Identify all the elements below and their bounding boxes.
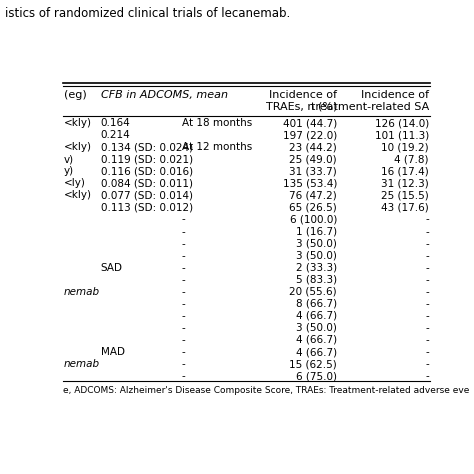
- Text: -: -: [182, 275, 185, 285]
- Text: 401 (44.7): 401 (44.7): [283, 118, 337, 128]
- Text: -: -: [425, 347, 429, 357]
- Text: <kly): <kly): [64, 191, 92, 201]
- Text: 4 (7.8): 4 (7.8): [394, 155, 429, 164]
- Text: -: -: [182, 215, 185, 225]
- Text: 0.077 (SD: 0.014): 0.077 (SD: 0.014): [101, 191, 193, 201]
- Text: 2 (33.3): 2 (33.3): [296, 263, 337, 273]
- Text: y): y): [64, 166, 74, 176]
- Text: 20 (55.6): 20 (55.6): [289, 287, 337, 297]
- Text: 0.084 (SD: 0.011): 0.084 (SD: 0.011): [101, 178, 193, 189]
- Text: 4 (66.7): 4 (66.7): [296, 311, 337, 321]
- Text: <kly): <kly): [64, 142, 92, 152]
- Text: -: -: [182, 323, 185, 333]
- Text: -: -: [182, 335, 185, 345]
- Text: <kly): <kly): [64, 118, 92, 128]
- Text: 0.134 (SD: 0.024): 0.134 (SD: 0.024): [101, 142, 193, 152]
- Text: -: -: [425, 359, 429, 369]
- Text: 0.214: 0.214: [101, 130, 130, 140]
- Text: <ly): <ly): [64, 178, 86, 189]
- Text: -: -: [425, 287, 429, 297]
- Text: 3 (50.0): 3 (50.0): [296, 238, 337, 249]
- Text: -: -: [425, 238, 429, 249]
- Text: 101 (11.3): 101 (11.3): [374, 130, 429, 140]
- Text: -: -: [425, 299, 429, 309]
- Text: At 18 months: At 18 months: [182, 118, 252, 128]
- Text: -: -: [182, 263, 185, 273]
- Text: 16 (17.4): 16 (17.4): [381, 166, 429, 176]
- Text: -: -: [425, 275, 429, 285]
- Text: nemab: nemab: [64, 359, 100, 369]
- Text: 4 (66.7): 4 (66.7): [296, 335, 337, 345]
- Text: -: -: [182, 238, 185, 249]
- Text: -: -: [182, 347, 185, 357]
- Text: -: -: [425, 263, 429, 273]
- Text: 23 (44.2): 23 (44.2): [289, 142, 337, 152]
- Text: -: -: [182, 359, 185, 369]
- Text: -: -: [425, 311, 429, 321]
- Text: e, ADCOMS: Alzheimer's Disease Composite Score, TRAEs: Treatment-related adverse: e, ADCOMS: Alzheimer's Disease Composite…: [63, 386, 469, 395]
- Text: 6 (75.0): 6 (75.0): [296, 371, 337, 381]
- Text: 135 (53.4): 135 (53.4): [283, 178, 337, 189]
- Text: 197 (22.0): 197 (22.0): [283, 130, 337, 140]
- Text: 65 (26.5): 65 (26.5): [289, 202, 337, 212]
- Text: 4 (66.7): 4 (66.7): [296, 347, 337, 357]
- Text: 10 (19.2): 10 (19.2): [381, 142, 429, 152]
- Text: 8 (66.7): 8 (66.7): [296, 299, 337, 309]
- Text: -: -: [425, 227, 429, 237]
- Text: 31 (33.7): 31 (33.7): [289, 166, 337, 176]
- Text: istics of randomized clinical trials of lecanemab.: istics of randomized clinical trials of …: [5, 7, 290, 20]
- Text: -: -: [425, 251, 429, 261]
- Text: 0.113 (SD: 0.012): 0.113 (SD: 0.012): [101, 202, 193, 212]
- Text: 3 (50.0): 3 (50.0): [296, 323, 337, 333]
- Text: 3 (50.0): 3 (50.0): [296, 251, 337, 261]
- Text: CFB in ADCOMS, mean: CFB in ADCOMS, mean: [101, 90, 228, 100]
- Text: -: -: [182, 299, 185, 309]
- Text: 43 (17.6): 43 (17.6): [381, 202, 429, 212]
- Text: -: -: [182, 287, 185, 297]
- Text: 5 (83.3): 5 (83.3): [296, 275, 337, 285]
- Text: 1 (16.7): 1 (16.7): [296, 227, 337, 237]
- Text: -: -: [425, 371, 429, 381]
- Text: -: -: [425, 335, 429, 345]
- Text: MAD: MAD: [101, 347, 125, 357]
- Text: -: -: [182, 371, 185, 381]
- Text: 0.119 (SD: 0.021): 0.119 (SD: 0.021): [101, 155, 193, 164]
- Text: 6 (100.0): 6 (100.0): [290, 215, 337, 225]
- Text: Incidence of
treatment-related SA: Incidence of treatment-related SA: [310, 90, 429, 112]
- Text: 25 (15.5): 25 (15.5): [381, 191, 429, 201]
- Text: -: -: [182, 311, 185, 321]
- Text: 25 (49.0): 25 (49.0): [289, 155, 337, 164]
- Text: 0.116 (SD: 0.016): 0.116 (SD: 0.016): [101, 166, 193, 176]
- Text: (eg): (eg): [64, 90, 87, 100]
- Text: 0.164: 0.164: [101, 118, 130, 128]
- Text: 126 (14.0): 126 (14.0): [374, 118, 429, 128]
- Text: Incidence of
TRAEs, n (%): Incidence of TRAEs, n (%): [265, 90, 337, 112]
- Text: 15 (62.5): 15 (62.5): [289, 359, 337, 369]
- Text: -: -: [425, 215, 429, 225]
- Text: -: -: [182, 251, 185, 261]
- Text: At 12 months: At 12 months: [182, 142, 252, 152]
- Text: SAD: SAD: [101, 263, 123, 273]
- Text: v): v): [64, 155, 74, 164]
- Text: 76 (47.2): 76 (47.2): [289, 191, 337, 201]
- Text: nemab: nemab: [64, 287, 100, 297]
- Text: -: -: [425, 323, 429, 333]
- Text: -: -: [182, 227, 185, 237]
- Text: 31 (12.3): 31 (12.3): [381, 178, 429, 189]
